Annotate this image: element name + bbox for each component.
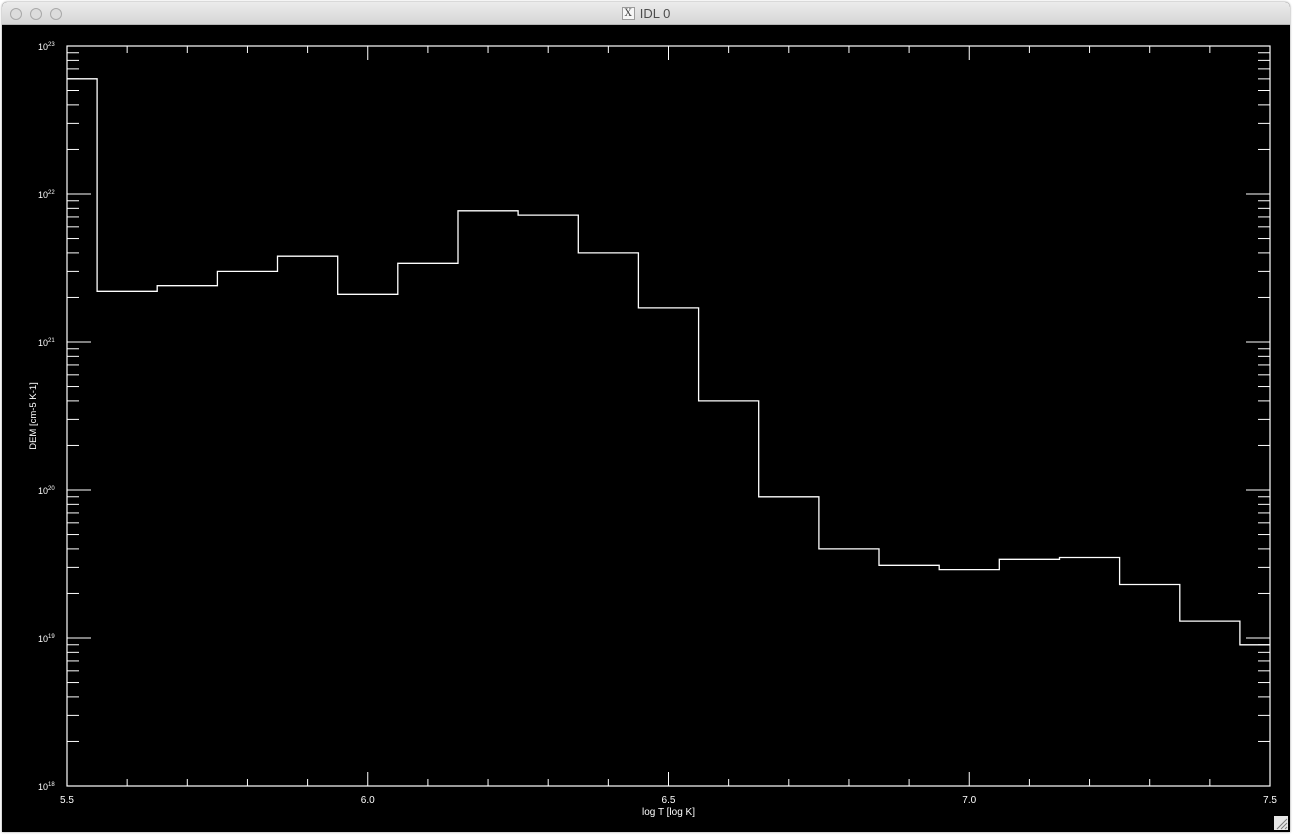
x-tick-label: 5.5 xyxy=(60,795,74,806)
x-axis-label: log T [log K] xyxy=(642,807,695,818)
plot-frame xyxy=(66,45,1271,787)
y-tick-label: 1023 xyxy=(38,42,55,52)
minimize-button[interactable] xyxy=(30,8,42,20)
tick-marks xyxy=(66,45,1271,787)
y-tick-labels: 1018 1019 1020 1021 1022 1023 xyxy=(38,42,55,792)
x-tick-label: 7.0 xyxy=(962,795,976,806)
plot-area: 5.5 6.0 6.5 7.0 7.5 1018 1019 1020 1021 1022 1023… xyxy=(7,25,1287,830)
close-button[interactable] xyxy=(10,8,22,20)
y-tick-label: 1020 xyxy=(38,486,55,496)
dem-step-line xyxy=(67,78,1270,646)
y-tick-label: 1018 xyxy=(38,782,55,792)
y-tick-label: 1021 xyxy=(38,338,55,348)
zoom-button[interactable] xyxy=(50,8,62,20)
y-tick-label: 1019 xyxy=(38,634,55,644)
window-title: IDL 0 xyxy=(639,6,671,21)
window-title-group: X IDL 0 xyxy=(2,2,1290,25)
x-tick-label: 6.5 xyxy=(662,795,676,806)
title-bar[interactable]: X IDL 0 xyxy=(2,2,1290,25)
y-axis-label: DEM [cm-5 K-1] xyxy=(28,382,39,450)
x11-icon: X xyxy=(621,7,635,20)
x-tick-label: 7.5 xyxy=(1263,795,1277,806)
dem-chart: 5.5 6.0 6.5 7.0 7.5 1018 1019 1020 1021 1022 1023… xyxy=(28,42,1277,818)
y-tick-label: 1022 xyxy=(38,190,55,200)
x-tick-labels: 5.5 6.0 6.5 7.0 7.5 xyxy=(60,795,1277,806)
resize-grip-icon[interactable] xyxy=(1274,816,1288,830)
x-tick-label: 6.0 xyxy=(361,795,375,806)
